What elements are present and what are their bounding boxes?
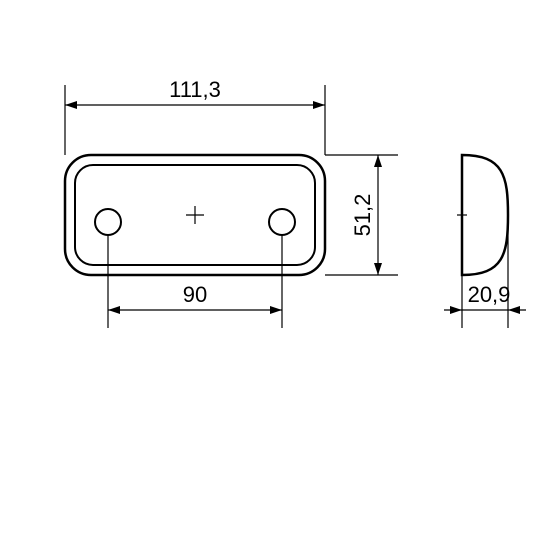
dim-height: 51,2 xyxy=(350,194,375,237)
dim-hole-spacing: 90 xyxy=(183,282,207,307)
dim-depth: 20,9 xyxy=(468,282,511,307)
dim-overall-width: 111,3 xyxy=(169,77,221,102)
